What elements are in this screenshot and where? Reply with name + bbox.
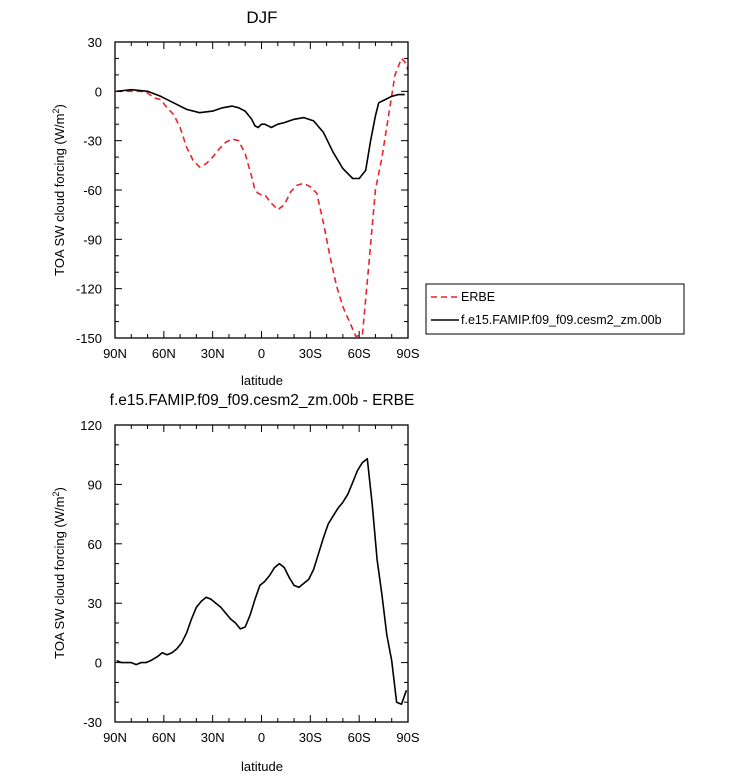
plot-frame — [114, 41, 409, 339]
bottom-panel: f.e15.FAMIP.f09_f09.cesm2_zm.00b - ERBE … — [51, 392, 420, 774]
series-line-model — [116, 88, 405, 180]
series-line-model — [116, 457, 408, 705]
y-tick-label: -30 — [83, 715, 102, 730]
y-tick-label: 120 — [80, 418, 102, 433]
x-tick-label: 0 — [258, 730, 265, 745]
x-tick-label: 90S — [396, 730, 419, 745]
legend: ERBE f.e15.FAMIP.f09_f09.cesm2_zm.00b — [425, 283, 685, 335]
y-axis-label-main: TOA SW cloud forcing (W/m — [52, 114, 67, 276]
x-tick-label: 30S — [299, 730, 322, 745]
x-tick-label: 60S — [348, 730, 371, 745]
y-tick-label: -60 — [83, 183, 102, 198]
y-tick-label: 30 — [88, 35, 102, 50]
y-axis-label-superscript: 2 — [51, 492, 61, 497]
x-tick-label: 90N — [103, 730, 127, 745]
x-tick-label: 60N — [152, 730, 176, 745]
y-axis-label: TOA SW cloud forcing (W/m2) — [51, 104, 67, 276]
y-tick-label: 90 — [88, 477, 102, 492]
x-tick-label: 30N — [201, 346, 225, 361]
top-panel: DJF 90N 60N 30N 0 30S 60S 90S 30 0 -30 -60 -90 -120 -… — [51, 8, 420, 388]
x-tick-label: 60N — [152, 346, 176, 361]
y-tick-label: 0 — [95, 656, 102, 671]
chart-title: f.e15.FAMIP.f09_f09.cesm2_zm.00b - ERBE — [110, 392, 415, 409]
x-tick-label: 30S — [299, 346, 322, 361]
x-tick-label: 90S — [396, 346, 419, 361]
y-axis-label-close: ) — [52, 487, 67, 491]
chart-title: DJF — [246, 8, 277, 27]
series-group — [116, 57, 409, 338]
y-tick-label: -90 — [83, 232, 102, 247]
y-tick-label: -120 — [76, 282, 102, 297]
y-tick-label: -150 — [76, 331, 102, 346]
y-tick-label: 0 — [95, 84, 102, 99]
y-tick-label: 30 — [88, 596, 102, 611]
axis-ticks: 90N 60N 30N 0 30S 60S 90S 30 0 -30 -60 -90 -120 -150 — [76, 35, 420, 361]
x-axis-label: latitude — [241, 373, 283, 388]
y-tick-label: 60 — [88, 537, 102, 552]
x-tick-label: 0 — [258, 346, 265, 361]
x-axis-label: latitude — [241, 759, 283, 774]
x-tick-label: 30N — [201, 730, 225, 745]
x-tick-label: 90N — [103, 346, 127, 361]
y-axis-label-superscript: 2 — [51, 109, 61, 114]
x-tick-label: 60S — [348, 346, 371, 361]
y-tick-label: -30 — [83, 134, 102, 149]
legend-frame — [425, 283, 685, 335]
y-axis-label-main: TOA SW cloud forcing (W/m — [52, 497, 67, 659]
y-axis-label-close: ) — [52, 104, 67, 108]
y-axis-label: TOA SW cloud forcing (W/m2) — [51, 487, 67, 659]
legend-label-model: f.e15.FAMIP.f09_f09.cesm2_zm.00b — [461, 313, 662, 327]
plot-frame — [114, 424, 409, 723]
series-group — [116, 457, 408, 705]
axis-ticks: 90N 60N 30N 0 30S 60S 90S 120 90 60 30 0 -30 — [80, 418, 420, 745]
series-line-erbe — [116, 57, 409, 338]
legend-label-erbe: ERBE — [461, 290, 495, 304]
